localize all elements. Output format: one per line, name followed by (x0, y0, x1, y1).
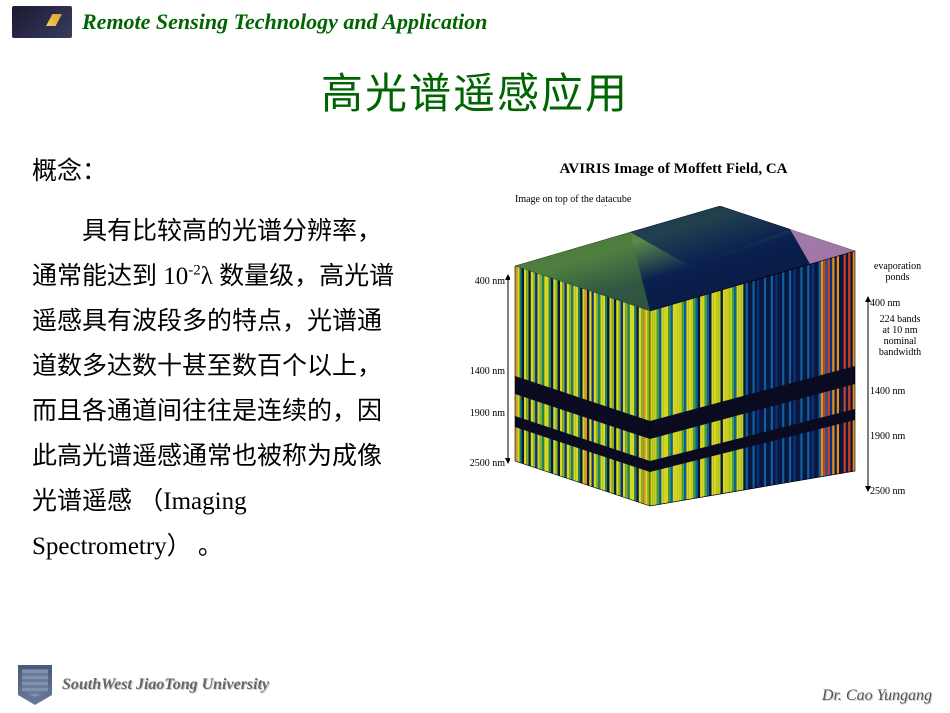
text-column: 概念： 具有比较高的光谱分辨率，通常能达到 10-2λ 数量级，高光谱遥感具有波… (32, 151, 402, 569)
datacube-icon (510, 206, 860, 531)
body-text: 具有比较高的光谱分辨率，通常能达到 10-2λ 数量级，高光谱遥感具有波段多的特… (32, 209, 402, 569)
left-tick-1: 1400 nm (445, 366, 505, 377)
right-arrow-icon (863, 296, 873, 492)
left-tick-0: 400 nm (445, 276, 505, 287)
right-tick-1: 1400 nm (870, 386, 925, 397)
formula-base: 10 (163, 263, 188, 290)
band-label: 224 bands at 10 nm nominal bandwidth (875, 314, 925, 358)
figure-wrap: Image on top of the datacube is a color … (445, 186, 925, 546)
header: Remote Sensing Technology and Applicatio… (0, 0, 950, 38)
right-tick-0: 400 nm (870, 298, 925, 309)
content-row: 概念： 具有比较高的光谱分辨率，通常能达到 10-2λ 数量级，高光谱遥感具有波… (0, 121, 950, 569)
footer-author: Dr. Cao Yungang (822, 687, 932, 705)
right-tick-2: 1900 nm (870, 431, 925, 442)
figure-title: AVIRIS Image of Moffett Field, CA (422, 161, 925, 178)
header-icon (12, 6, 72, 38)
header-title: Remote Sensing Technology and Applicatio… (82, 9, 487, 35)
figure-column: AVIRIS Image of Moffett Field, CA Image … (422, 151, 925, 569)
concept-label: 概念： (32, 151, 402, 187)
left-tick-3: 2500 nm (445, 458, 505, 469)
body-post: 数量级，高光谱遥感具有波段多的特点，光谱通道数多达数十甚至数百个以上，而且各通道… (32, 263, 394, 560)
formula-exp: -2 (188, 263, 201, 279)
evap-label: evaporation ponds (870, 261, 925, 283)
footer-university: SouthWest JiaoTong University (62, 676, 269, 694)
footer: SouthWest JiaoTong University Dr. Cao Yu… (0, 665, 950, 705)
university-logo-icon (18, 665, 52, 705)
formula-lambda: λ (201, 263, 213, 290)
left-tick-2: 1900 nm (445, 408, 505, 419)
footer-left: SouthWest JiaoTong University (18, 665, 269, 705)
right-tick-3: 2500 nm (870, 486, 925, 497)
main-title: 高光谱遥感应用 (0, 60, 950, 121)
